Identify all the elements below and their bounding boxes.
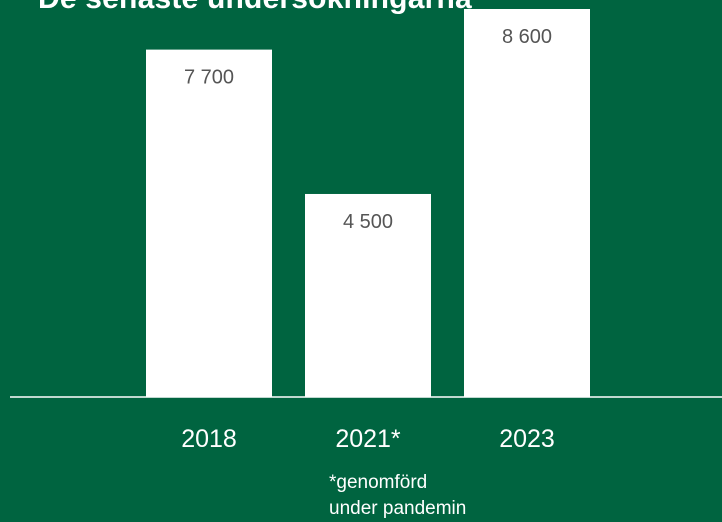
bar-2023 xyxy=(464,9,590,397)
bar-2021 xyxy=(305,193,431,397)
value-label: 4 500 xyxy=(343,211,393,233)
x-tick-label: 2021* xyxy=(335,425,401,453)
chart-title: De senaste undersökningarna xyxy=(38,0,472,16)
value-label: 7 700 xyxy=(184,67,234,89)
value-label: 8 600 xyxy=(502,26,552,48)
bar-2018 xyxy=(146,49,272,398)
x-tick-label: 2023 xyxy=(499,425,555,453)
footnote: *genomförd under pandemin xyxy=(329,470,466,522)
footnote-line-2: under pandemin xyxy=(329,498,467,519)
x-tick-label: 2018 xyxy=(181,425,237,453)
footnote-line-1: *genomförd xyxy=(329,472,428,493)
